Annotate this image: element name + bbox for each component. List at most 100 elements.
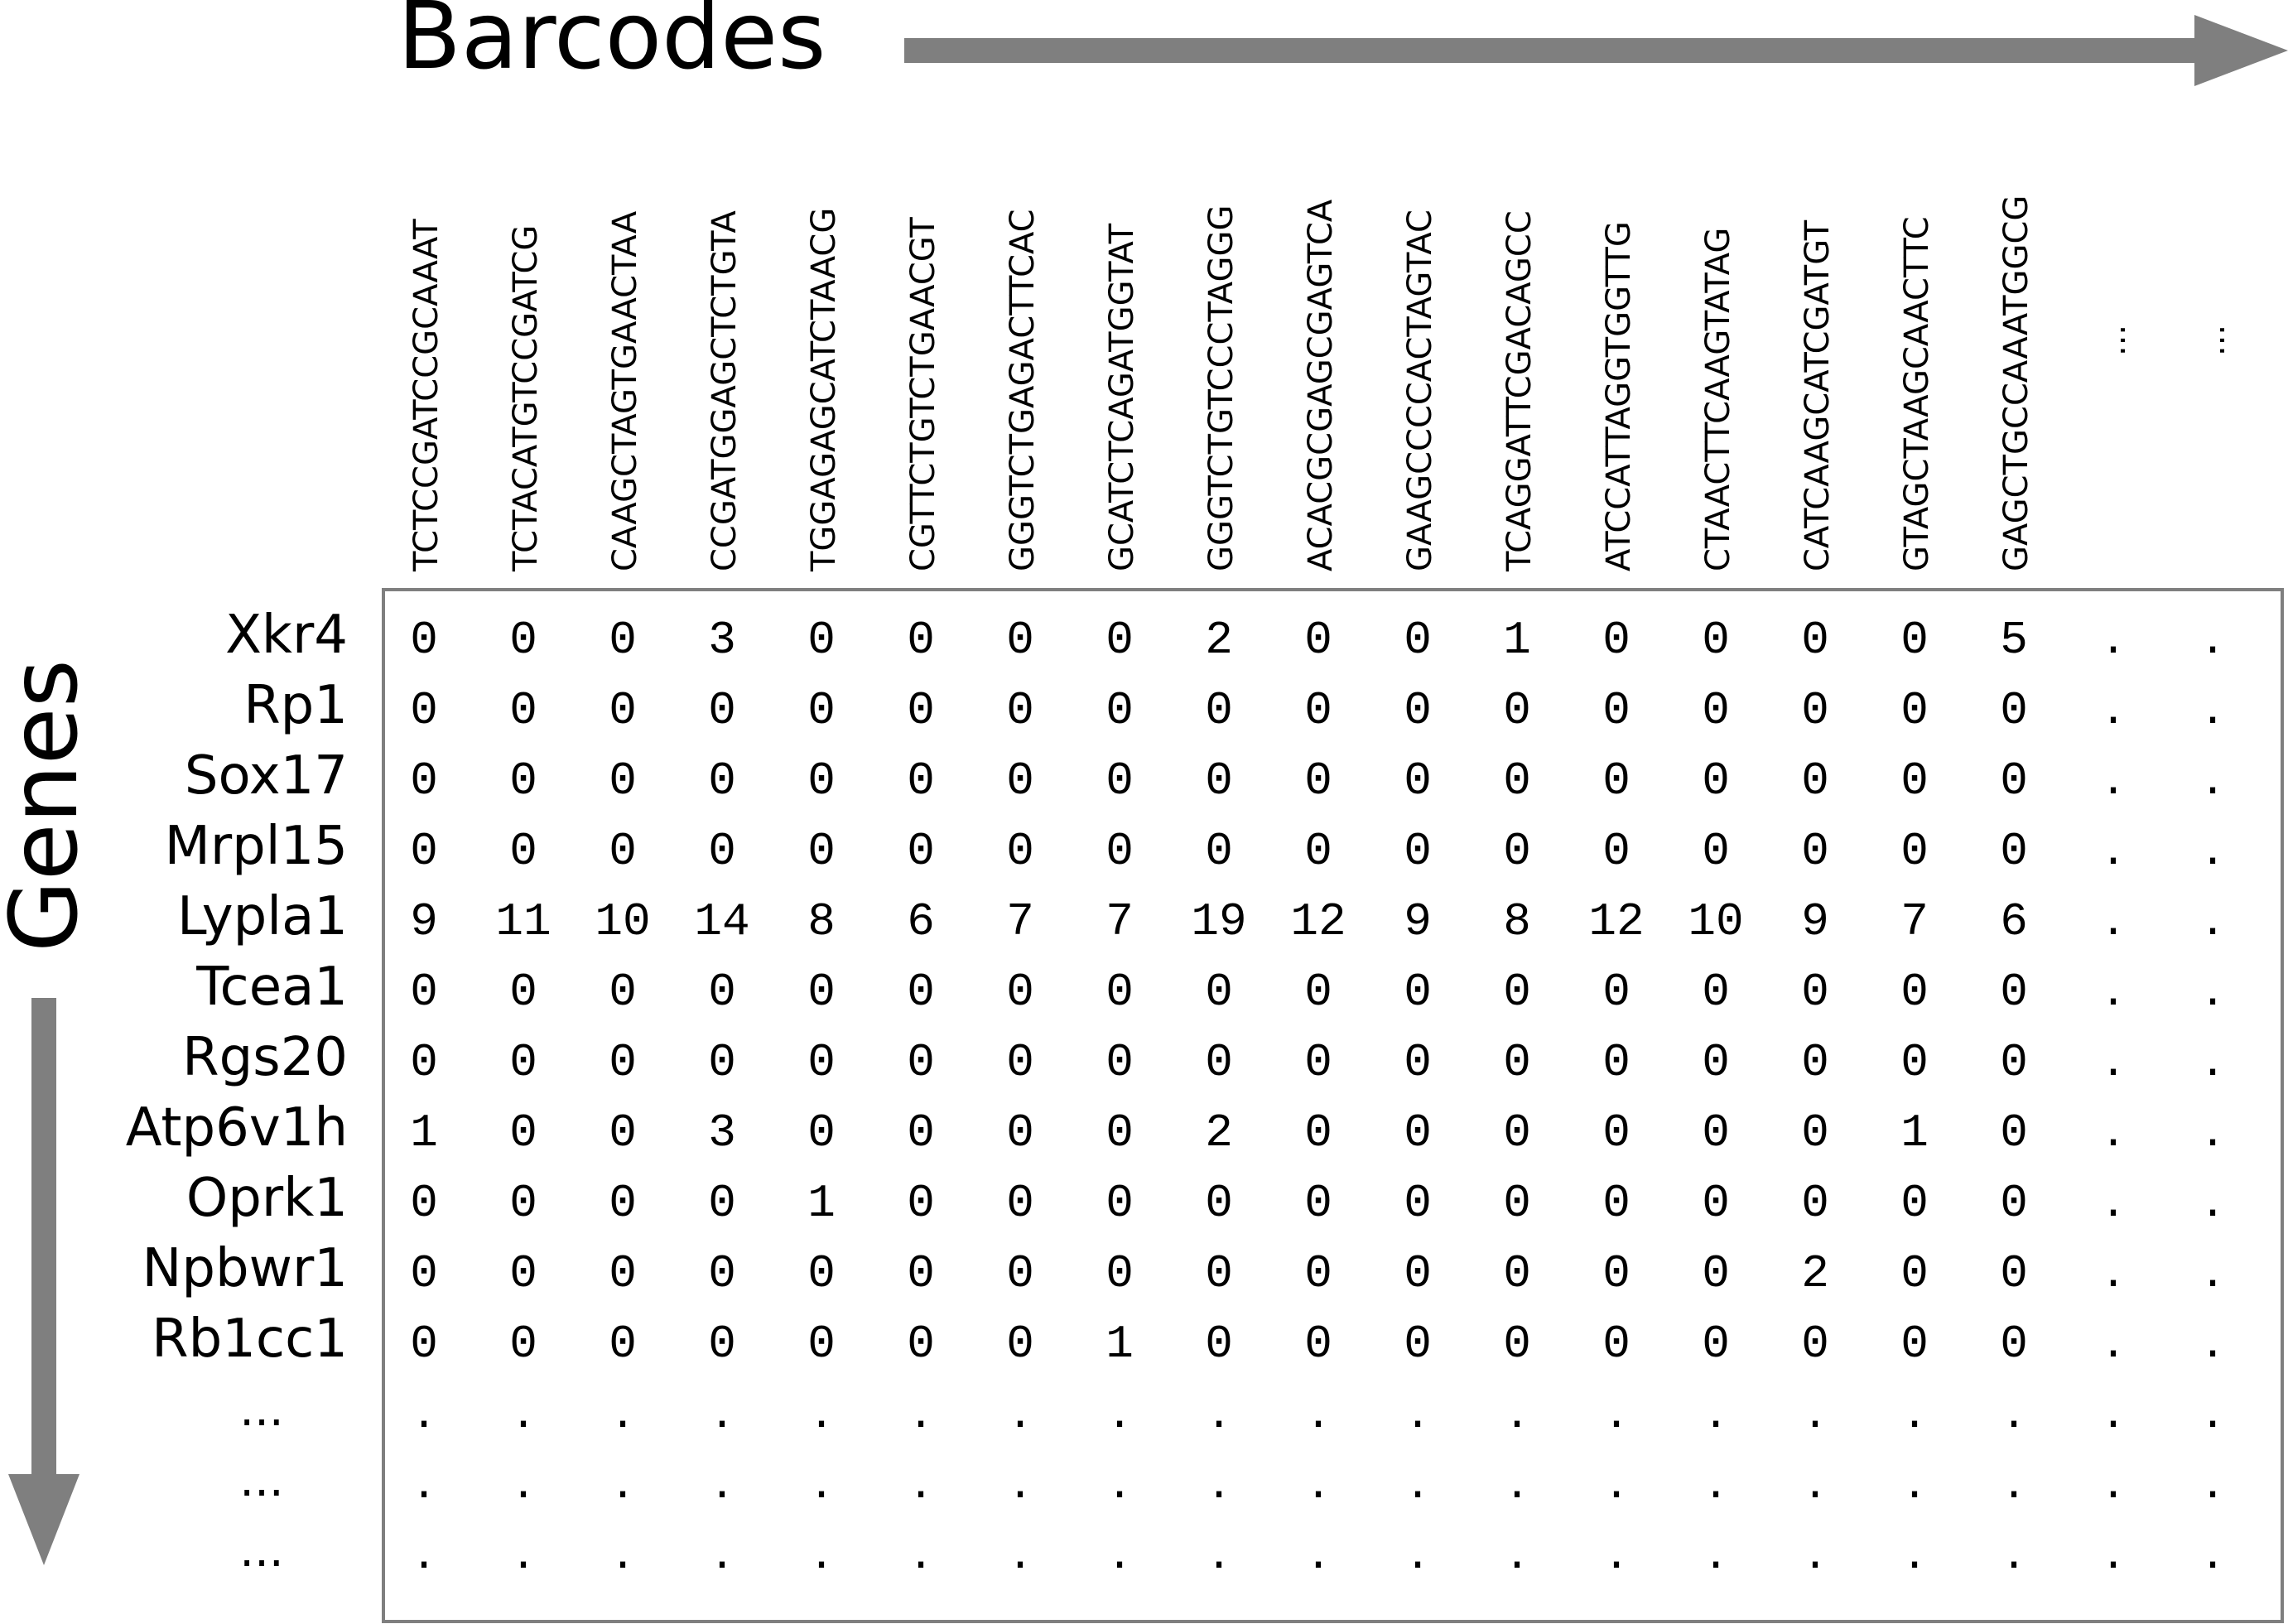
count-cell: 0 [509,754,537,807]
count-cell: 12 [1290,895,1346,948]
truncation-dot: . [2204,607,2220,665]
truncation-dot: . [2105,748,2121,806]
count-cell: 0 [1205,1177,1233,1230]
barcode-label: GAGCTGCCAAATGGCG [1997,195,2035,571]
truncation-dot: . [1211,1452,1226,1510]
count-cell: 0 [1801,1106,1829,1159]
count-cell: 1 [1503,614,1531,667]
truncation-dot: . [515,1452,531,1510]
count-cell: 0 [2000,825,2028,878]
count-cell: 0 [1304,1106,1332,1159]
barcodes-arrow [904,15,2288,86]
count-cell: 0 [1105,754,1134,807]
count-cell: 2 [1801,1247,1829,1300]
count-cell: 0 [1404,684,1432,737]
truncation-dot: . [1111,1381,1127,1439]
count-cell: 0 [1205,1318,1233,1371]
count-cell: 0 [410,1247,438,1300]
barcode-label: GAAGCCCCACTAGTAC [1401,210,1439,571]
count-cell: 0 [2000,1177,2028,1230]
truncation-dot: . [2105,677,2121,735]
count-cell: 0 [1205,1036,1233,1089]
count-cell: 0 [1801,825,1829,878]
gene-ellipsis: ... [239,1453,283,1507]
count-cell: 0 [609,825,637,878]
count-cell: 0 [1304,966,1332,1019]
count-cell: 0 [1006,1247,1034,1300]
count-cell: 0 [509,684,537,737]
truncation-dot: . [2204,1029,2220,1087]
count-cell: 6 [907,895,935,948]
count-cell: 0 [1105,614,1134,667]
truncation-dot: . [1310,1522,1326,1580]
count-cell: 0 [509,966,537,1019]
count-cell: 0 [509,614,537,667]
count-cell: 0 [609,1177,637,1230]
count-cell: 0 [708,754,736,807]
count-cell: 0 [807,1247,836,1300]
truncation-dot: . [2204,1452,2220,1510]
gene-label: Atp6v1h [126,1097,348,1159]
count-cell: 0 [1006,614,1034,667]
count-cell: 14 [694,895,749,948]
count-cell: 0 [1602,825,1631,878]
count-cell: 19 [1191,895,1246,948]
count-cell: 0 [1105,1106,1134,1159]
count-cell: 0 [1900,684,1929,737]
gene-ellipsis: ... [239,1383,283,1437]
count-cell: 1 [1105,1318,1134,1371]
count-cell: 0 [1404,1036,1432,1089]
count-cell: 0 [807,684,836,737]
count-cell: 0 [708,1177,736,1230]
count-cell: 0 [1304,614,1332,667]
gene-label: Mrpl15 [165,816,348,877]
count-cell: 0 [1602,1106,1631,1159]
count-cell: 0 [1801,614,1829,667]
barcode-labels: TCTCCGATCCGCAAAT TCTACATGTCCGATCG CAAGCTAG… [407,195,2233,572]
barcode-label: ATCCATTAGGTGGTTG [1600,221,1638,571]
genes-axis-label: Genes [0,659,99,952]
count-cell: 0 [509,1318,537,1371]
barcode-label: TCAGGATTCGACAGCC [1500,210,1539,572]
truncation-dot: . [1906,1522,1922,1580]
count-cell: 0 [1900,825,1929,878]
count-cell: 0 [1503,1318,1531,1371]
count-cell: 0 [1404,966,1432,1019]
barcode-label: TCTCCGATCCGCAAAT [407,219,446,572]
count-cell: 0 [1404,614,1432,667]
truncation-dot: . [2204,818,2220,876]
count-cell: 0 [708,966,736,1019]
count-cell: 0 [1006,825,1034,878]
count-cell: 0 [807,966,836,1019]
gene-label: Sox17 [185,745,348,807]
truncation-dot: . [1807,1522,1823,1580]
barcode-label: GGGTCTGTCCCTAGGG [1202,205,1240,571]
gene-labels: Xkr4 Rp1 Sox17 Mrpl15 Lypla1 Tcea1 Rgs20 Atp6v1… [126,605,348,1578]
truncation-dot: . [1807,1452,1823,1510]
count-cell: 0 [2000,1318,2028,1371]
count-cell: 0 [2000,684,2028,737]
count-cell: 0 [1404,1106,1432,1159]
count-cell: 0 [1503,684,1531,737]
truncation-dot: . [913,1452,928,1510]
count-cell: 0 [1801,684,1829,737]
truncation-dot: . [1608,1522,1624,1580]
count-cell: 0 [1503,825,1531,878]
count-cell: 0 [907,825,935,878]
barcode-label: TCTACATGTCCGATCG [507,225,545,572]
truncation-dot: . [714,1381,730,1439]
count-cell: 0 [708,825,736,878]
count-cell: 7 [1900,895,1929,948]
barcode-label: GCATCTCAGATGGTAT [1103,223,1141,571]
truncation-dot: . [1409,1381,1425,1439]
truncation-dot: . [2105,1241,2121,1299]
barcode-label: TGGAGAGCATCTAACG [805,208,843,572]
count-cell: 0 [1304,684,1332,737]
truncation-dot: . [2105,889,2121,947]
truncation-dot: . [2105,1381,2121,1439]
barcode-ellipsis: ... [2194,325,2233,356]
truncation-dot: . [714,1452,730,1510]
gene-label: Rb1cc1 [152,1308,348,1370]
count-cell: 0 [1702,1036,1730,1089]
